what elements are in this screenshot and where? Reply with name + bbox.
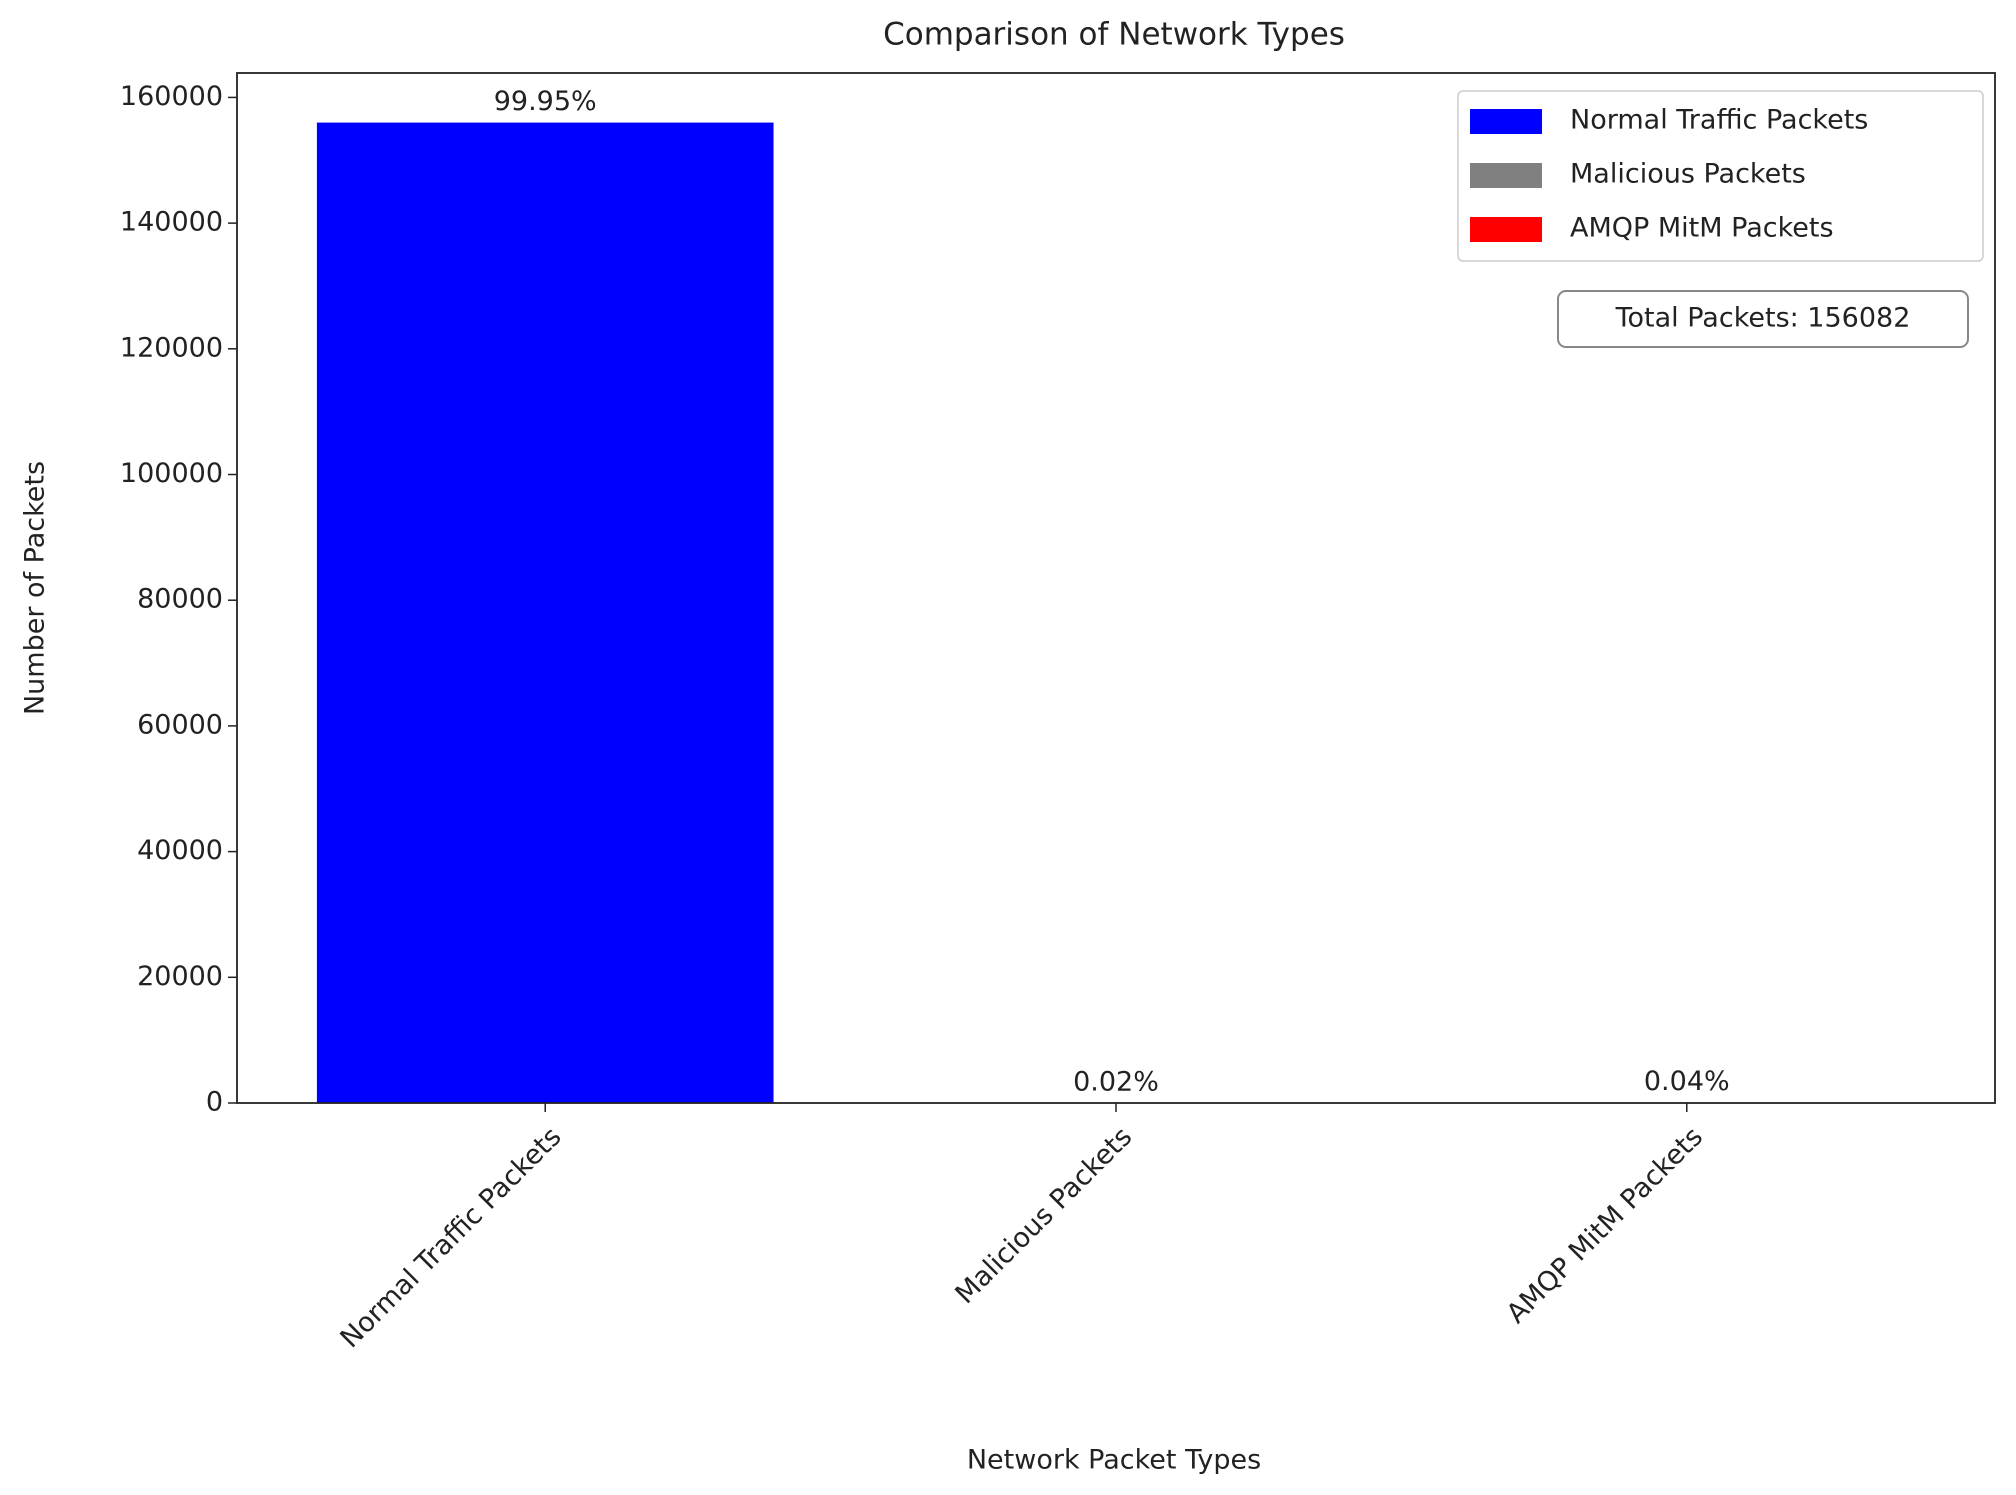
y-tick-label: 40000 xyxy=(137,835,223,866)
y-tick-label: 160000 xyxy=(120,81,223,112)
legend-frame xyxy=(1457,90,1984,262)
value-label: 0.02% xyxy=(1073,1066,1159,1097)
annotation-text: Total Packets: 156082 xyxy=(1615,303,1911,334)
value-label: 99.95% xyxy=(494,86,597,117)
y-tick-label: 80000 xyxy=(137,584,223,615)
legend-label: Malicious Packets xyxy=(1570,159,1806,190)
chart-title: Comparison of Network Types xyxy=(883,17,1345,53)
x-tick-label: Normal Traffic Packets xyxy=(335,1121,568,1354)
value-label: 0.04% xyxy=(1644,1066,1730,1097)
y-tick-label: 0 xyxy=(206,1087,223,1118)
axes-frame xyxy=(236,72,1996,1104)
annotation-box xyxy=(1557,290,1969,348)
legend-label: AMQP MitM Packets xyxy=(1570,213,1834,244)
legend-swatch xyxy=(1470,163,1542,188)
x-tick-label: AMQP MitM Packets xyxy=(1501,1121,1709,1329)
bar xyxy=(316,122,774,1103)
legend-swatch xyxy=(1470,109,1542,134)
legend: Normal Traffic Packets Malicious Packets A… xyxy=(1457,90,1984,262)
x-axis-label: Network Packet Types xyxy=(967,1445,1261,1476)
legend-swatch xyxy=(1470,217,1542,242)
annotation: Total Packets: 156082 xyxy=(1557,290,1969,348)
legend-label: Normal Traffic Packets xyxy=(1570,105,1868,136)
y-axis-label: Number of Packets xyxy=(20,461,51,715)
y-tick-label: 20000 xyxy=(137,961,223,992)
y-tick-label: 100000 xyxy=(120,458,223,489)
y-tick-label: 120000 xyxy=(120,332,223,363)
y-tick-label: 140000 xyxy=(120,207,223,238)
x-tick-label: Malicious Packets xyxy=(950,1121,1139,1310)
y-tick-label: 60000 xyxy=(137,709,223,740)
